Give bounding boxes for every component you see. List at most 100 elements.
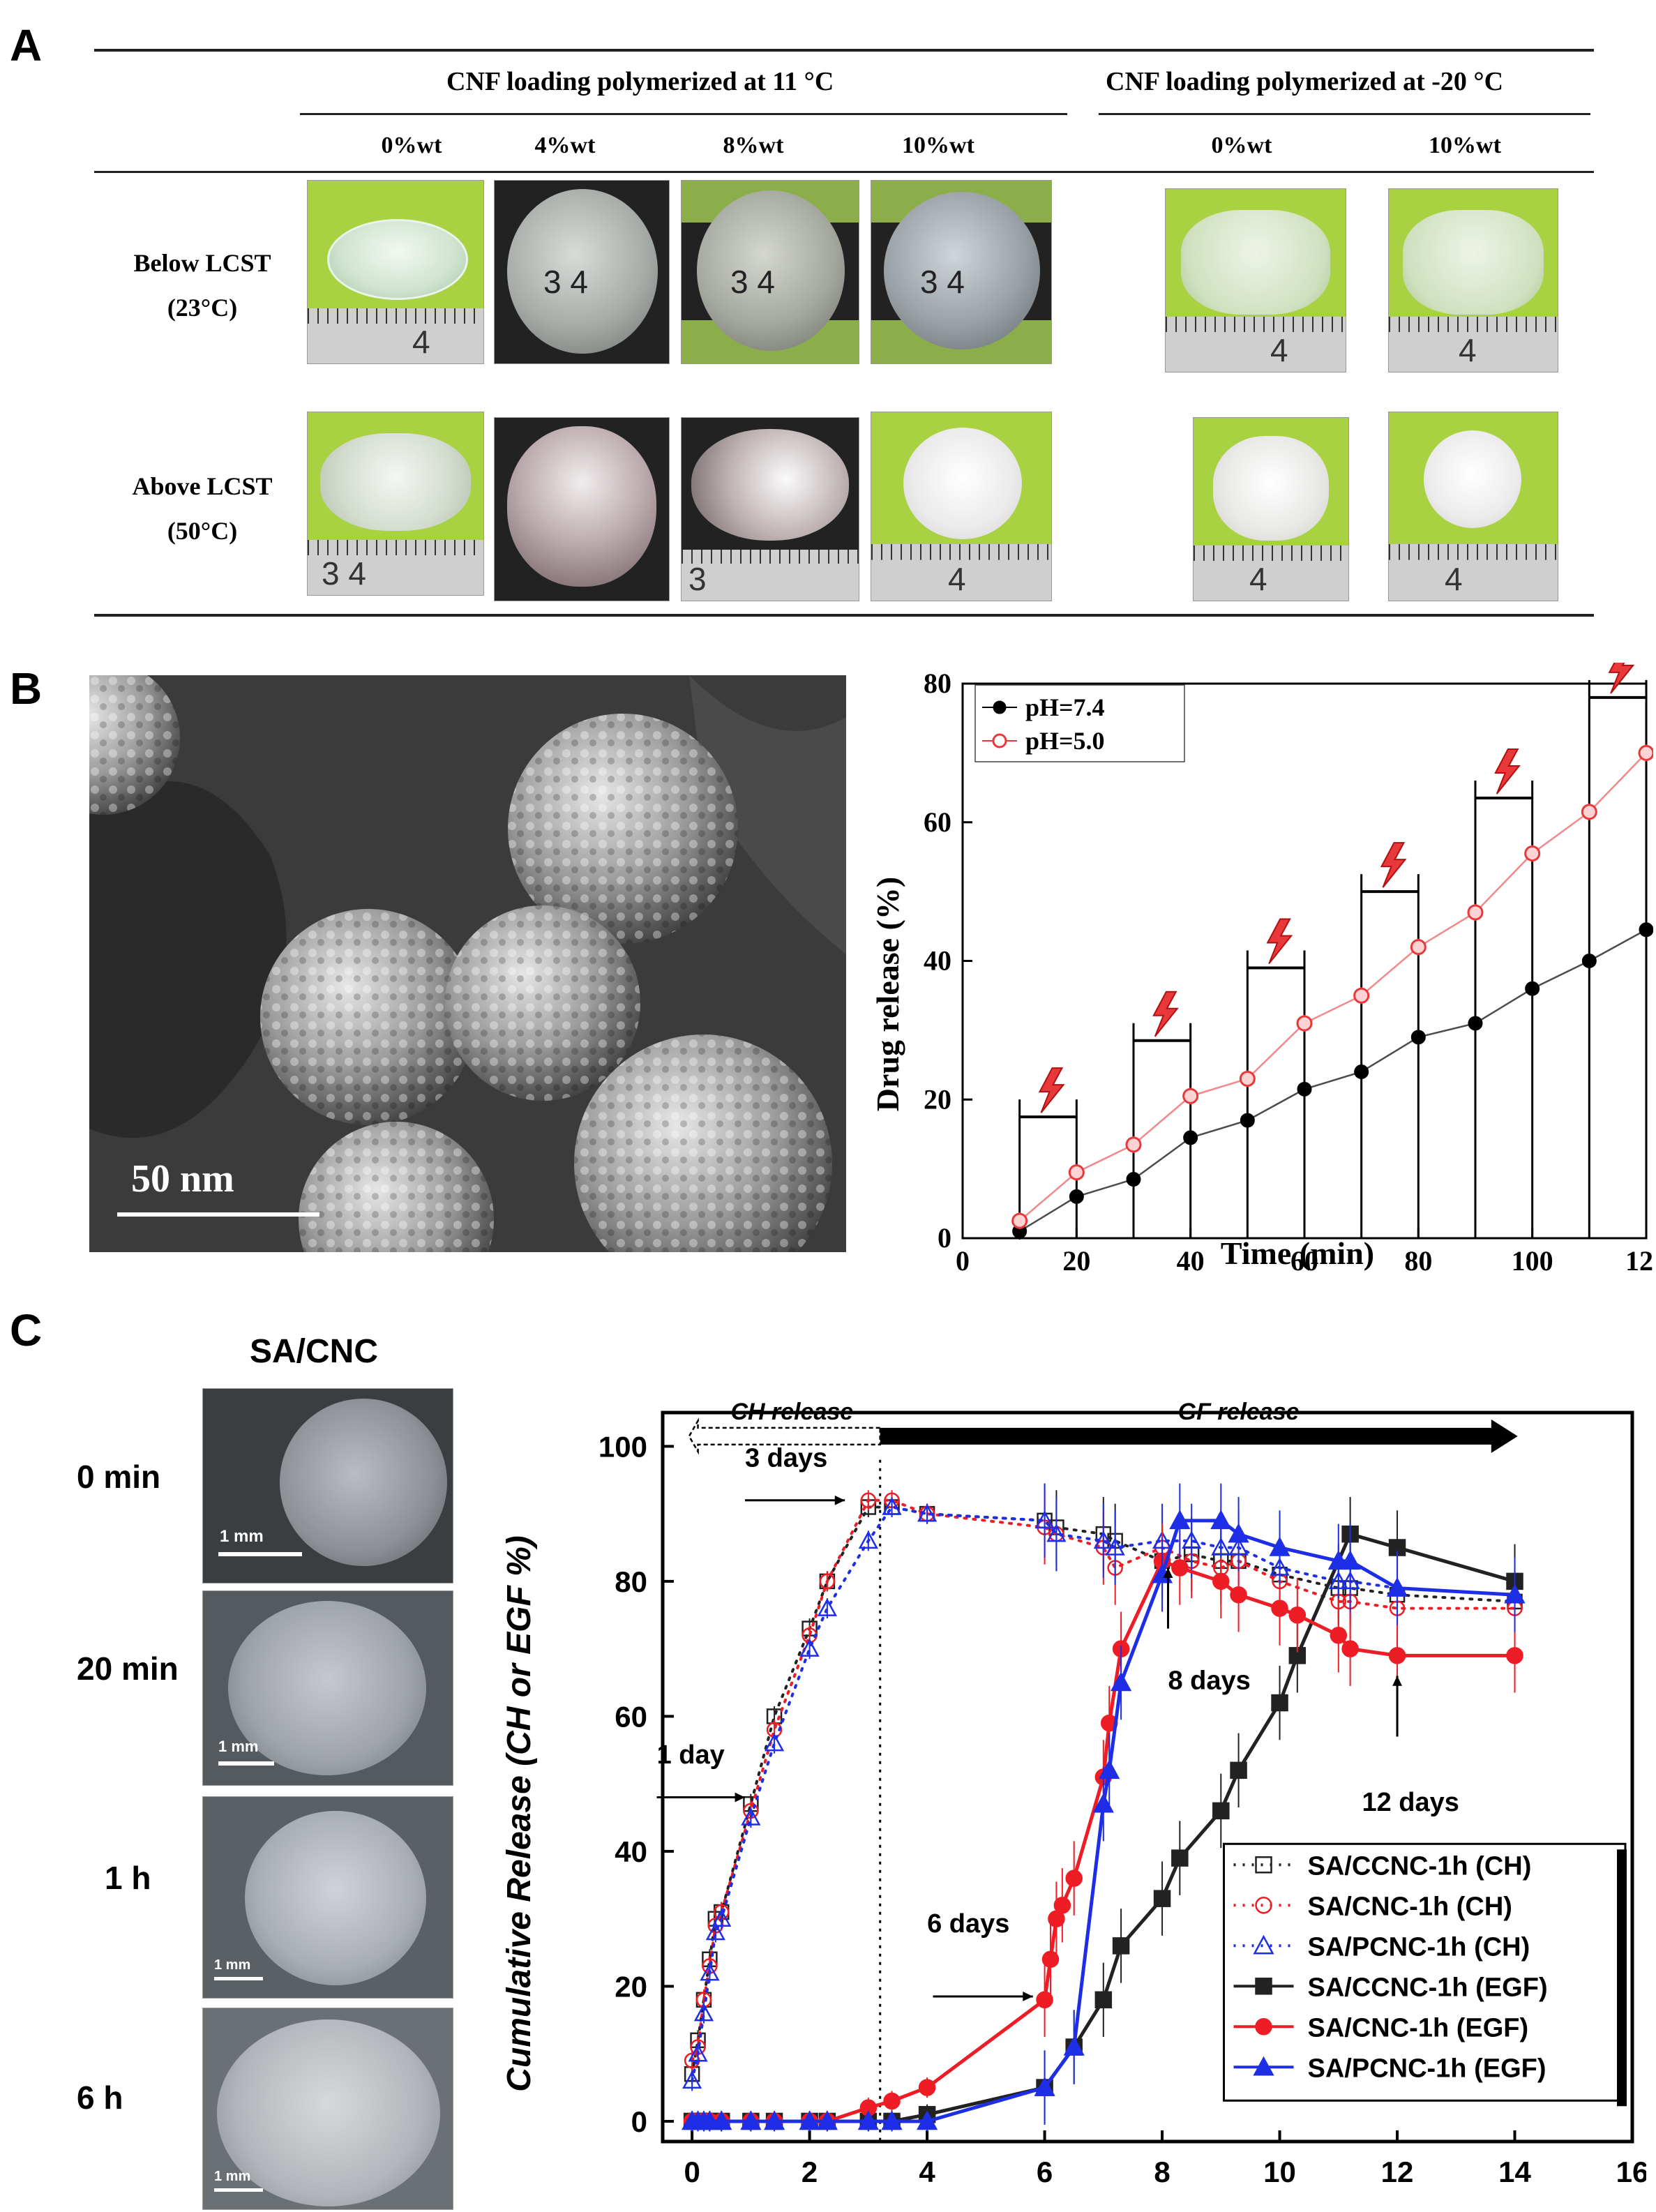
annotation-12-days: 12 days (1362, 1788, 1459, 1817)
x-tick-label: 8 (1154, 2155, 1170, 2188)
data-point (918, 2079, 936, 2096)
data-point (1092, 1793, 1114, 1813)
gel-photo-8wt-below: 3 4 (681, 180, 859, 364)
gel-photo-10wt-above: 4 (871, 412, 1052, 601)
row-label-above-lcst: Above LCST (50°C) (132, 472, 273, 545)
x-tick-label: 40 (1177, 1245, 1205, 1277)
x-tick-label: 12 (1381, 2155, 1414, 2188)
data-point (1171, 1849, 1189, 1867)
legend-marker (993, 700, 1007, 714)
hydrogel-photo-6h: 1 mm (202, 2008, 453, 2210)
ruler-number: 4 (1249, 561, 1267, 597)
gel-photo-0wt-cold-above: 4 (1193, 417, 1349, 601)
column-header-0wt: 0%wt (381, 133, 442, 158)
gel-photo-0wt-above: 3 4 (307, 412, 484, 596)
data-point (1153, 1890, 1171, 1907)
chart-annotations: 1 day 3 days 6 days 8 days 12 days (657, 1443, 1459, 2001)
data-point (1410, 939, 1427, 956)
data-point (763, 2110, 785, 2130)
x-tick-label: 80 (1404, 1245, 1432, 1277)
group-rule-right (1099, 113, 1590, 115)
data-point (1504, 1583, 1526, 1604)
hydrogel-photo-20min: 1 mm (202, 1590, 453, 1786)
lightning-icon (1266, 918, 1293, 965)
data-point (764, 1733, 785, 1752)
data-point (1110, 1671, 1132, 1692)
data-point (1467, 904, 1484, 921)
nanoparticle (574, 1034, 832, 1252)
data-point (799, 2110, 820, 2130)
data-point (1410, 1030, 1426, 1045)
legend-entry: SA/CCNC-1h (EGF) (1308, 1973, 1548, 2002)
data-point (1183, 1130, 1198, 1145)
scale-label: 1 mm (220, 1527, 264, 1546)
data-point (1068, 1164, 1085, 1181)
data-point (1065, 1869, 1083, 1887)
gel-photo-10wt-cold-above: 4 (1388, 412, 1558, 601)
data-point (1353, 987, 1370, 1004)
data-point (1169, 1510, 1191, 1530)
data-point (1339, 1550, 1361, 1570)
lightning-icon (1038, 1067, 1065, 1113)
column-header-10wt-cold: 10%wt (1429, 133, 1501, 158)
data-point (1271, 1694, 1288, 1712)
y-tick-label: 20 (615, 1970, 647, 2003)
drug-release-chart: 0 20 40 60 80 100 120 0 20 40 60 80 Time (min) Drug… (870, 663, 1653, 1277)
ruler-number: 4 (1445, 561, 1463, 597)
y-tick-label: 0 (631, 2105, 647, 2138)
chart-axes (661, 1410, 1634, 2144)
data-point (883, 2092, 901, 2110)
gf-release-label: GF release (1178, 1399, 1300, 1425)
annotation-arrowhead (834, 1495, 845, 1505)
data-point (1093, 1530, 1113, 1549)
x-tick-label: 0 (684, 2155, 700, 2188)
group-header-11c: CNF loading polymerized at 11 °C (446, 67, 834, 96)
release-phase-arrows: CH release GF release (688, 1399, 1518, 1455)
data-point (1046, 1523, 1067, 1542)
ch-release-arrow (688, 1417, 881, 1455)
ruler-number: 4 (948, 561, 966, 597)
scale-bar-label: 50 nm (131, 1157, 234, 1201)
data-point (858, 1530, 878, 1549)
data-point (741, 1807, 761, 1826)
series-line (1019, 928, 1647, 1233)
column-header-4wt: 4%wt (534, 133, 596, 158)
data-point (916, 2110, 938, 2130)
data-point (857, 2110, 879, 2130)
gel-photo-4wt-above (494, 417, 670, 601)
y-tick-label: 60 (924, 806, 951, 838)
data-point (1638, 744, 1653, 761)
annotation-arrowhead (1023, 1992, 1033, 2001)
data-point (1230, 1761, 1247, 1780)
hydrogel-photo-0min: 1 mm (202, 1388, 453, 1583)
chart-series (682, 1483, 1526, 2132)
panel-b-label: B (10, 663, 43, 714)
row-label-below-lcst: Below LCST (23°C) (133, 249, 271, 322)
x-tick-label: 100 (1512, 1245, 1553, 1277)
data-point (1230, 1586, 1247, 1604)
timepoint-label: 20 min (77, 1650, 179, 1687)
data-point (819, 1573, 836, 1590)
timepoint-label: 0 min (77, 1459, 161, 1495)
gel-photo-0wt-cold-below: 4 (1165, 188, 1346, 373)
data-point (1524, 845, 1541, 862)
y-tick-label: 40 (615, 1835, 647, 1868)
data-point (1639, 922, 1653, 938)
x-tick-label: 20 (1062, 1245, 1090, 1277)
x-tick-label: 10 (1263, 2155, 1296, 2188)
panel-a-label: A (10, 20, 43, 70)
data-point (1182, 1088, 1199, 1104)
nanoparticle (299, 1122, 494, 1252)
y-tick-label: 80 (615, 1565, 647, 1598)
y-tick-label: 80 (924, 668, 951, 699)
data-point (1581, 954, 1597, 968)
data-point (688, 2043, 708, 2062)
y-axis-label: Drug release (%) (870, 877, 905, 1111)
column-header-0wt-cold: 0%wt (1211, 133, 1272, 158)
data-point (1354, 1064, 1369, 1079)
panel-c-label: C (10, 1305, 43, 1355)
data-point (1034, 2076, 1055, 2096)
hydrogel-photo-1h: 1 mm (202, 1796, 453, 1999)
ruler-number: 3 4 (920, 264, 965, 300)
x-tick-label: 2 (801, 2155, 818, 2188)
